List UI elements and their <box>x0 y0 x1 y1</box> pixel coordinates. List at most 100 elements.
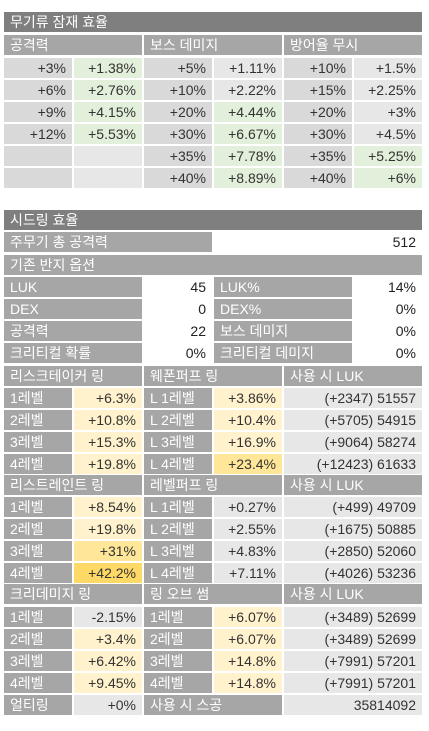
ring-header-restraint: 리스트레인트 링 <box>4 475 142 495</box>
luk-result: (+2347) 51557 <box>284 388 422 408</box>
ring-value: +16.9% <box>214 432 282 452</box>
ring-value: +3.86% <box>214 388 282 408</box>
ring-level-label: 3레벨 <box>144 651 212 671</box>
ring-value: +7.11% <box>214 563 282 583</box>
potential-cell: +1.11% <box>214 58 282 78</box>
ring-header-ring-of-sum: 링 오브 썸 <box>144 584 282 604</box>
option-label: 공격력 <box>4 321 142 341</box>
ulti-ring-label: 얼티링 <box>4 695 72 715</box>
option-value[interactable]: 0% <box>354 299 422 319</box>
luk-result: (+12423) 61633 <box>284 454 422 474</box>
potential-cell: +3% <box>4 58 72 78</box>
ring-header-luk-result: 사용 시 LUK <box>284 366 422 386</box>
luk-result: (+4026) 53236 <box>284 563 422 583</box>
ring-value: +6.07% <box>214 629 282 649</box>
potential-cell <box>74 146 142 166</box>
potential-cell: +20% <box>144 102 212 122</box>
ring-header-luk-result: 사용 시 LUK <box>284 475 422 495</box>
col-header-attack: 공격력 <box>4 35 142 55</box>
potential-cell: +6% <box>354 168 422 188</box>
luk-result: (+9064) 58274 <box>284 432 422 452</box>
option-value[interactable]: 14% <box>354 277 422 297</box>
ring-value: +6.3% <box>74 388 142 408</box>
main-attack-label: 주무기 총 공격력 <box>4 232 212 252</box>
option-label: 크리티컬 데미지 <box>214 343 352 363</box>
seed-title: 시드링 효율 <box>4 210 422 230</box>
ring-level-label: 3레벨 <box>4 432 72 452</box>
ring-header-luk-result: 사용 시 LUK <box>284 584 422 604</box>
ring-level-label: L 4레벨 <box>144 563 212 583</box>
potential-cell: +30% <box>284 124 352 144</box>
option-label: 크리티컬 확률 <box>4 343 142 363</box>
ring-value: +23.4% <box>214 454 282 474</box>
luk-result: (+7991) 57201 <box>284 673 422 693</box>
potential-cell: +10% <box>284 58 352 78</box>
option-value[interactable]: 0 <box>144 299 212 319</box>
potential-cell: +5.53% <box>74 124 142 144</box>
potential-cell: +35% <box>144 146 212 166</box>
potential-cell: +4.15% <box>74 102 142 122</box>
ring-level-label: 4레벨 <box>4 563 72 583</box>
ring-level-label: 3레벨 <box>4 541 72 561</box>
potential-cell: +10% <box>144 80 212 100</box>
ring-value: +15.3% <box>74 432 142 452</box>
potential-cell: +30% <box>144 124 212 144</box>
ring-value: +9.45% <box>74 673 142 693</box>
luk-result: (+7991) 57201 <box>284 651 422 671</box>
potential-cell <box>4 168 72 188</box>
option-value[interactable]: 0% <box>354 321 422 341</box>
potential-cell: +6.67% <box>214 124 282 144</box>
ring-level-label: 1레벨 <box>4 388 72 408</box>
ring-value: +19.8% <box>74 454 142 474</box>
luk-result: (+2850) 52060 <box>284 541 422 561</box>
option-label: 보스 데미지 <box>214 321 352 341</box>
ring-level-label: 3레벨 <box>4 651 72 671</box>
potential-cell: +4.44% <box>214 102 282 122</box>
ring-level-label: 1레벨 <box>144 607 212 627</box>
ring-value: +6.07% <box>214 607 282 627</box>
potential-cell: +2.76% <box>74 80 142 100</box>
ring-value: +31% <box>74 541 142 561</box>
potential-title: 무기류 잠재 효율 <box>4 12 422 32</box>
ring-value: +19.8% <box>74 519 142 539</box>
ring-value: +14.8% <box>214 651 282 671</box>
potential-cell: +8.89% <box>214 168 282 188</box>
ring-level-label: 4레벨 <box>144 673 212 693</box>
col-header-ignore-defense: 방어율 무시 <box>284 35 422 55</box>
potential-cell <box>4 146 72 166</box>
ring-level-label: L 1레벨 <box>144 388 212 408</box>
potential-cell: +20% <box>284 102 352 122</box>
ring-level-label: 1레벨 <box>4 497 72 517</box>
ring-level-label: L 1레벨 <box>144 497 212 517</box>
option-value[interactable]: 45 <box>144 277 212 297</box>
potential-cell: +5.25% <box>354 146 422 166</box>
potential-cell: +1.5% <box>354 58 422 78</box>
ring-value: +42.2% <box>74 563 142 583</box>
ring-level-label: 2레벨 <box>4 629 72 649</box>
ring-level-label: 4레벨 <box>4 454 72 474</box>
ulti-ring-value: +0% <box>74 695 142 715</box>
scouter-value: 35814092 <box>284 695 422 715</box>
ring-level-label: L 4레벨 <box>144 454 212 474</box>
ring-value: +10.4% <box>214 410 282 430</box>
ring-header-levelpuff: 레벨퍼프 링 <box>144 475 282 495</box>
ring-value: +8.54% <box>74 497 142 517</box>
ring-level-label: L 2레벨 <box>144 519 212 539</box>
ring-value: +4.83% <box>214 541 282 561</box>
luk-result: (+3489) 52699 <box>284 607 422 627</box>
ring-value: +6.42% <box>74 651 142 671</box>
ring-value: +3.4% <box>74 629 142 649</box>
main-attack-value[interactable]: 512 <box>214 232 422 252</box>
ring-value: +2.55% <box>214 519 282 539</box>
option-label: LUK <box>4 277 142 297</box>
option-label: DEX <box>4 299 142 319</box>
ring-header-risktaker: 리스크테이커 링 <box>4 366 142 386</box>
option-value[interactable]: 0% <box>354 343 422 363</box>
potential-cell: +2.25% <box>354 80 422 100</box>
ring-level-label: 4레벨 <box>4 673 72 693</box>
option-value[interactable]: 0% <box>144 343 212 363</box>
option-value[interactable]: 22 <box>144 321 212 341</box>
potential-cell: +1.38% <box>74 58 142 78</box>
potential-cell: +7.78% <box>214 146 282 166</box>
potential-cell: +6% <box>4 80 72 100</box>
